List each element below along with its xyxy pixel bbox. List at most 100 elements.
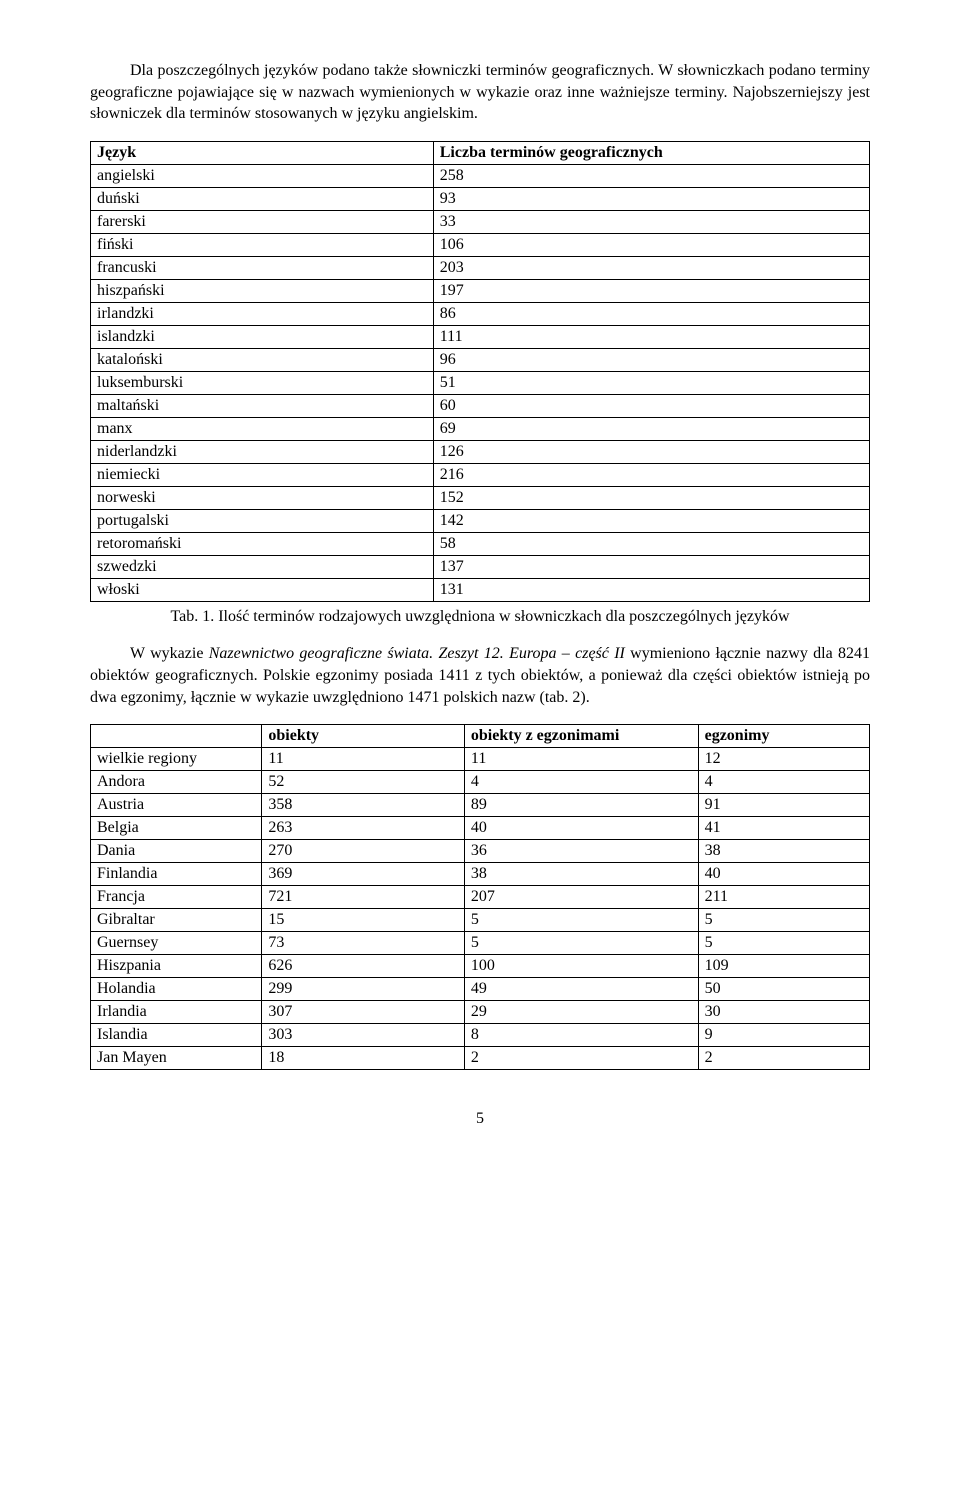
cell-objects-exonyms: 4 — [464, 771, 698, 794]
cell-language: norweski — [91, 486, 434, 509]
table-row: Andora5244 — [91, 771, 870, 794]
cell-objects-exonyms: 8 — [464, 1024, 698, 1047]
table-row: szwedzki137 — [91, 555, 870, 578]
cell-region: Islandia — [91, 1024, 262, 1047]
col-header-objects-exonyms: obiekty z egzonimami — [464, 725, 698, 748]
cell-region: Guernsey — [91, 932, 262, 955]
cell-objects-exonyms: 11 — [464, 748, 698, 771]
cell-term-count: 51 — [433, 371, 869, 394]
para2-part-a: W wykazie — [130, 645, 209, 662]
cell-term-count: 142 — [433, 509, 869, 532]
table-objects-exonyms: obiektyobiekty z egzonimamiegzonimy wielk… — [90, 724, 870, 1070]
cell-language: luksemburski — [91, 371, 434, 394]
col-header-exonyms: egzonimy — [698, 725, 869, 748]
cell-exonyms: 4 — [698, 771, 869, 794]
table-row: luksemburski51 — [91, 371, 870, 394]
cell-exonyms: 30 — [698, 1001, 869, 1024]
table-row: wielkie regiony111112 — [91, 748, 870, 771]
col-header-objects: obiekty — [262, 725, 465, 748]
table-row: Austria3588991 — [91, 794, 870, 817]
table-row: włoski131 — [91, 578, 870, 601]
cell-objects: 73 — [262, 932, 465, 955]
table-row: Jan Mayen1822 — [91, 1047, 870, 1070]
table-row: portugalski142 — [91, 509, 870, 532]
table-row: irlandzki86 — [91, 302, 870, 325]
cell-language: maltański — [91, 394, 434, 417]
table-row: Belgia2634041 — [91, 817, 870, 840]
cell-exonyms: 5 — [698, 932, 869, 955]
cell-exonyms: 50 — [698, 978, 869, 1001]
cell-term-count: 126 — [433, 440, 869, 463]
table-row: kataloński96 — [91, 348, 870, 371]
cell-term-count: 152 — [433, 486, 869, 509]
paragraph-2: W wykazie Nazewnictwo geograficzne świat… — [90, 643, 870, 708]
cell-language: fiński — [91, 233, 434, 256]
cell-term-count: 131 — [433, 578, 869, 601]
table-row: Gibraltar1555 — [91, 909, 870, 932]
cell-term-count: 86 — [433, 302, 869, 325]
cell-term-count: 258 — [433, 164, 869, 187]
cell-language: portugalski — [91, 509, 434, 532]
cell-objects-exonyms: 49 — [464, 978, 698, 1001]
table-row: manx69 — [91, 417, 870, 440]
table-row: Holandia2994950 — [91, 978, 870, 1001]
page-number: 5 — [90, 1110, 870, 1128]
cell-term-count: 216 — [433, 463, 869, 486]
cell-objects: 270 — [262, 840, 465, 863]
col-header-term-count: Liczba terminów geograficznych — [433, 141, 869, 164]
cell-exonyms: 38 — [698, 840, 869, 863]
cell-objects: 358 — [262, 794, 465, 817]
cell-language: manx — [91, 417, 434, 440]
cell-exonyms: 5 — [698, 909, 869, 932]
cell-region: Holandia — [91, 978, 262, 1001]
cell-language: duński — [91, 187, 434, 210]
table-row: Irlandia3072930 — [91, 1001, 870, 1024]
cell-exonyms: 40 — [698, 863, 869, 886]
cell-language: angielski — [91, 164, 434, 187]
cell-language: szwedzki — [91, 555, 434, 578]
cell-region: wielkie regiony — [91, 748, 262, 771]
table-row: hiszpański197 — [91, 279, 870, 302]
cell-language: hiszpański — [91, 279, 434, 302]
cell-term-count: 96 — [433, 348, 869, 371]
cell-language: niemiecki — [91, 463, 434, 486]
table-row: Hiszpania626100109 — [91, 955, 870, 978]
cell-region: Francja — [91, 886, 262, 909]
cell-region: Gibraltar — [91, 909, 262, 932]
cell-region: Andora — [91, 771, 262, 794]
cell-objects: 626 — [262, 955, 465, 978]
col-header-blank — [91, 725, 262, 748]
table-terms-per-language: JęzykLiczba terminów geograficznychangie… — [90, 141, 870, 602]
cell-objects-exonyms: 29 — [464, 1001, 698, 1024]
table-row: francuski203 — [91, 256, 870, 279]
cell-objects: 52 — [262, 771, 465, 794]
cell-exonyms: 91 — [698, 794, 869, 817]
cell-exonyms: 41 — [698, 817, 869, 840]
cell-language: niderlandzki — [91, 440, 434, 463]
cell-region: Dania — [91, 840, 262, 863]
cell-objects: 299 — [262, 978, 465, 1001]
cell-language: farerski — [91, 210, 434, 233]
cell-objects: 15 — [262, 909, 465, 932]
cell-term-count: 137 — [433, 555, 869, 578]
cell-language: włoski — [91, 578, 434, 601]
cell-region: Austria — [91, 794, 262, 817]
col-header-language: Język — [91, 141, 434, 164]
table-row: niderlandzki126 — [91, 440, 870, 463]
cell-objects-exonyms: 40 — [464, 817, 698, 840]
cell-region: Jan Mayen — [91, 1047, 262, 1070]
table1-caption: Tab. 1. Ilość terminów rodzajowych uwzgl… — [90, 606, 870, 628]
table-row: duński93 — [91, 187, 870, 210]
cell-language: retoromański — [91, 532, 434, 555]
cell-language: irlandzki — [91, 302, 434, 325]
table-row: Guernsey7355 — [91, 932, 870, 955]
cell-term-count: 197 — [433, 279, 869, 302]
table-row: Dania2703638 — [91, 840, 870, 863]
table-row: fiński106 — [91, 233, 870, 256]
table-row: Islandia30389 — [91, 1024, 870, 1047]
cell-region: Belgia — [91, 817, 262, 840]
cell-language: islandzki — [91, 325, 434, 348]
cell-exonyms: 12 — [698, 748, 869, 771]
cell-exonyms: 109 — [698, 955, 869, 978]
cell-objects-exonyms: 5 — [464, 932, 698, 955]
